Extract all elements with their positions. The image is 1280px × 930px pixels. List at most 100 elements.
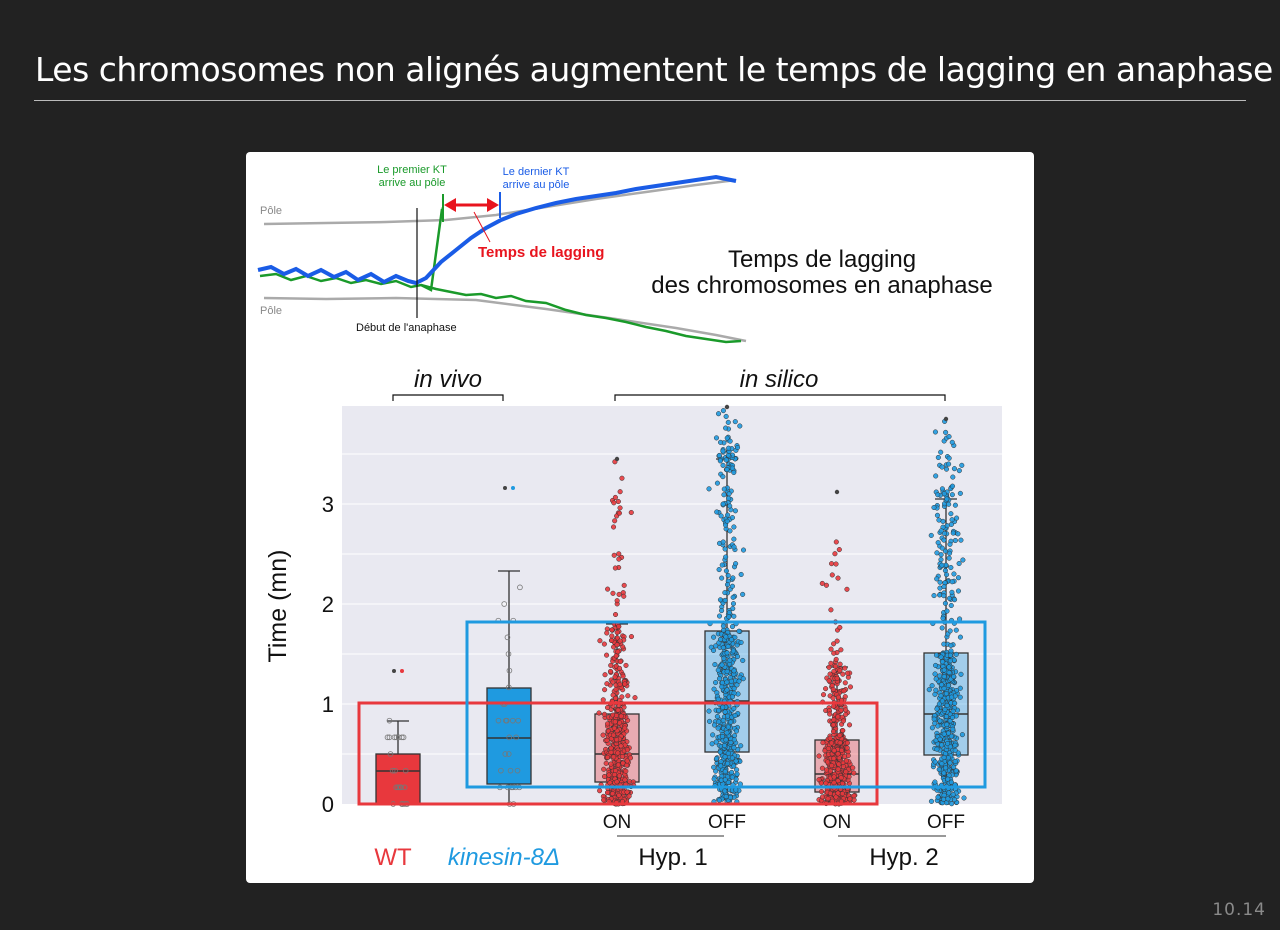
data-point <box>946 682 952 688</box>
data-point <box>720 623 726 629</box>
data-point <box>825 745 831 752</box>
data-point <box>601 766 607 772</box>
data-point <box>837 732 843 738</box>
data-point <box>740 657 746 664</box>
lagging-pointer <box>473 211 491 243</box>
data-point <box>711 776 717 782</box>
data-point <box>944 722 950 728</box>
data-point <box>716 719 722 725</box>
data-point <box>604 705 611 711</box>
data-point <box>713 435 720 441</box>
data-point <box>734 654 741 660</box>
data-point <box>932 759 938 765</box>
data-point <box>955 531 961 537</box>
data-point <box>716 567 722 573</box>
data-point <box>953 651 959 657</box>
data-point <box>843 707 849 713</box>
data-point <box>623 662 629 668</box>
data-point <box>944 523 950 529</box>
data-point <box>835 766 841 772</box>
data-point <box>611 552 617 558</box>
data-point <box>726 491 732 497</box>
data-point <box>936 701 942 707</box>
data-point <box>837 624 843 631</box>
data-point <box>718 763 724 769</box>
data-point <box>728 678 734 684</box>
data-point <box>717 458 723 464</box>
data-point <box>610 590 616 596</box>
data-point <box>617 638 623 644</box>
data-point <box>949 517 955 523</box>
data-point <box>612 695 619 701</box>
data-point <box>723 737 729 743</box>
data-point <box>624 789 630 795</box>
data-point <box>948 511 954 517</box>
data-point <box>706 708 712 714</box>
data-point <box>934 550 940 556</box>
data-point <box>729 624 736 630</box>
y-tick-label: 3 <box>322 492 334 517</box>
data-point <box>608 761 614 767</box>
data-point <box>829 561 835 567</box>
x-tick-label: ON <box>823 812 852 833</box>
data-point <box>601 641 607 647</box>
data-point <box>955 588 962 594</box>
data-point <box>957 490 963 496</box>
data-point <box>617 659 623 665</box>
data-point <box>955 575 961 581</box>
data-point <box>711 764 717 770</box>
data-point <box>506 734 513 741</box>
data-point <box>827 711 833 717</box>
data-point <box>609 633 615 639</box>
data-point <box>725 512 731 518</box>
data-point <box>944 496 950 502</box>
in-vivo-label: in vivo <box>414 366 482 393</box>
data-point <box>946 461 952 467</box>
lagging-label: Temps de lagging <box>478 244 604 261</box>
data-point <box>716 452 722 459</box>
data-point <box>933 662 939 668</box>
data-point <box>731 469 737 476</box>
last-kt-label-line2: arrive au pôle <box>503 179 570 191</box>
data-point <box>943 429 949 435</box>
data-point <box>604 721 611 727</box>
data-point <box>395 784 401 791</box>
data-point <box>622 681 628 687</box>
data-point <box>604 790 611 796</box>
data-point <box>729 515 735 521</box>
data-point <box>726 610 732 616</box>
data-point <box>714 713 720 720</box>
data-point <box>948 602 954 609</box>
data-point <box>825 796 831 802</box>
slide-number: 10.14 <box>1212 900 1266 920</box>
data-point <box>712 661 718 668</box>
data-point <box>502 751 509 757</box>
data-point <box>723 793 729 800</box>
data-point <box>936 517 942 523</box>
data-point <box>949 492 955 498</box>
data-point <box>387 751 394 757</box>
data-point <box>710 647 717 653</box>
data-point <box>820 692 827 698</box>
data-point <box>615 707 621 713</box>
data-point <box>720 462 726 468</box>
x-tick-label: OFF <box>708 812 746 833</box>
data-point <box>729 694 736 700</box>
schematic: Pôle Pôle Début de l'anaphase Le premier… <box>257 164 993 344</box>
data-point <box>720 408 726 414</box>
data-point <box>718 636 724 642</box>
data-point <box>957 685 963 691</box>
data-point <box>949 589 955 595</box>
data-point <box>740 676 746 682</box>
data-point <box>386 734 393 741</box>
data-point <box>828 660 834 666</box>
data-point <box>843 711 849 717</box>
data-point <box>830 728 837 735</box>
data-point <box>831 755 837 762</box>
data-point <box>830 686 836 692</box>
data-point <box>719 575 725 581</box>
data-point <box>846 722 853 728</box>
data-point <box>724 687 730 693</box>
data-point <box>738 743 744 749</box>
data-point <box>724 518 730 524</box>
